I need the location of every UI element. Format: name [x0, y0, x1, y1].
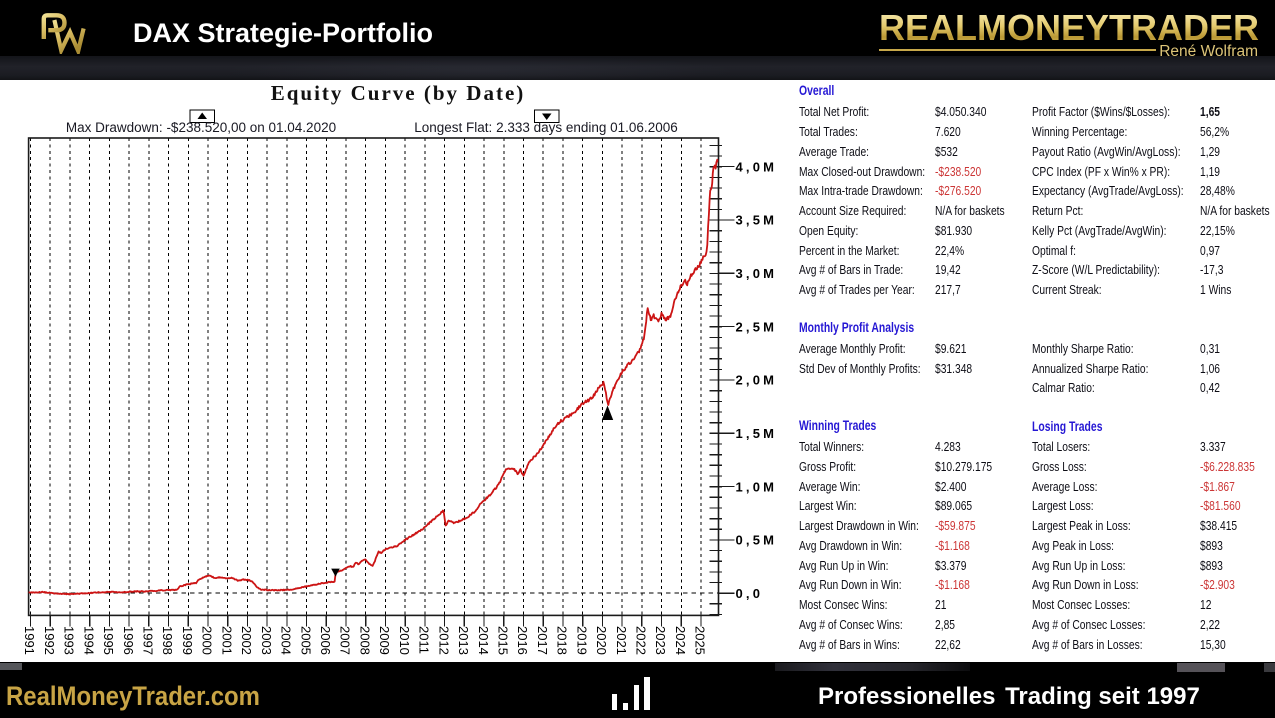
svg-text:2010: 2010 — [397, 626, 412, 655]
svg-text:2023: 2023 — [653, 626, 668, 655]
svg-text:2006: 2006 — [318, 626, 333, 655]
svg-text:Max Drawdown: -$238.520,00 on: Max Drawdown: -$238.520,00 on 01.04.2020 — [66, 120, 336, 135]
svg-text:2000: 2000 — [200, 626, 215, 655]
svg-text:2007: 2007 — [338, 626, 353, 655]
svg-text:2020: 2020 — [594, 626, 609, 655]
svg-text:2008: 2008 — [357, 626, 372, 655]
svg-text:1993: 1993 — [62, 626, 77, 655]
svg-text:2025: 2025 — [693, 626, 708, 655]
svg-text:3,0M: 3,0M — [736, 266, 778, 281]
svg-text:2003: 2003 — [259, 626, 274, 655]
svg-text:2011: 2011 — [417, 626, 432, 654]
svg-text:1999: 1999 — [180, 626, 195, 655]
svg-text:2018: 2018 — [555, 626, 570, 655]
svg-text:2014: 2014 — [476, 626, 491, 655]
svg-text:2019: 2019 — [574, 626, 589, 655]
svg-text:1,0M: 1,0M — [736, 479, 778, 494]
svg-text:2024: 2024 — [673, 626, 688, 655]
svg-text:1994: 1994 — [81, 626, 96, 655]
svg-text:1996: 1996 — [121, 626, 136, 655]
svg-text:2013: 2013 — [456, 626, 471, 655]
svg-text:1995: 1995 — [101, 626, 116, 655]
svg-text:2005: 2005 — [298, 626, 313, 655]
svg-text:2012: 2012 — [436, 626, 451, 655]
svg-text:3,5M: 3,5M — [736, 213, 778, 228]
svg-text:2001: 2001 — [219, 626, 234, 655]
svg-text:2004: 2004 — [279, 626, 294, 655]
svg-text:2016: 2016 — [515, 626, 530, 655]
svg-text:2015: 2015 — [496, 626, 511, 655]
svg-text:2017: 2017 — [535, 626, 550, 655]
svg-text:0,5M: 0,5M — [736, 533, 778, 548]
svg-text:1992: 1992 — [42, 626, 57, 655]
svg-text:2022: 2022 — [634, 626, 649, 655]
svg-text:Longest Flat: 2.333 days endin: Longest Flat: 2.333 days ending 01.06.20… — [414, 120, 677, 135]
svg-text:1997: 1997 — [141, 626, 156, 655]
svg-text:1998: 1998 — [160, 626, 175, 655]
svg-text:4,0M: 4,0M — [736, 159, 778, 174]
svg-text:2,0M: 2,0M — [736, 373, 778, 388]
svg-text:2,5M: 2,5M — [736, 319, 778, 334]
svg-text:0,0: 0,0 — [736, 586, 764, 601]
svg-text:2021: 2021 — [614, 626, 629, 655]
svg-text:2002: 2002 — [239, 626, 254, 655]
svg-text:1991: 1991 — [22, 626, 37, 655]
svg-text:Equity Curve (by Date): Equity Curve (by Date) — [271, 81, 526, 105]
svg-text:2009: 2009 — [377, 626, 392, 655]
svg-text:1,5M: 1,5M — [736, 426, 778, 441]
